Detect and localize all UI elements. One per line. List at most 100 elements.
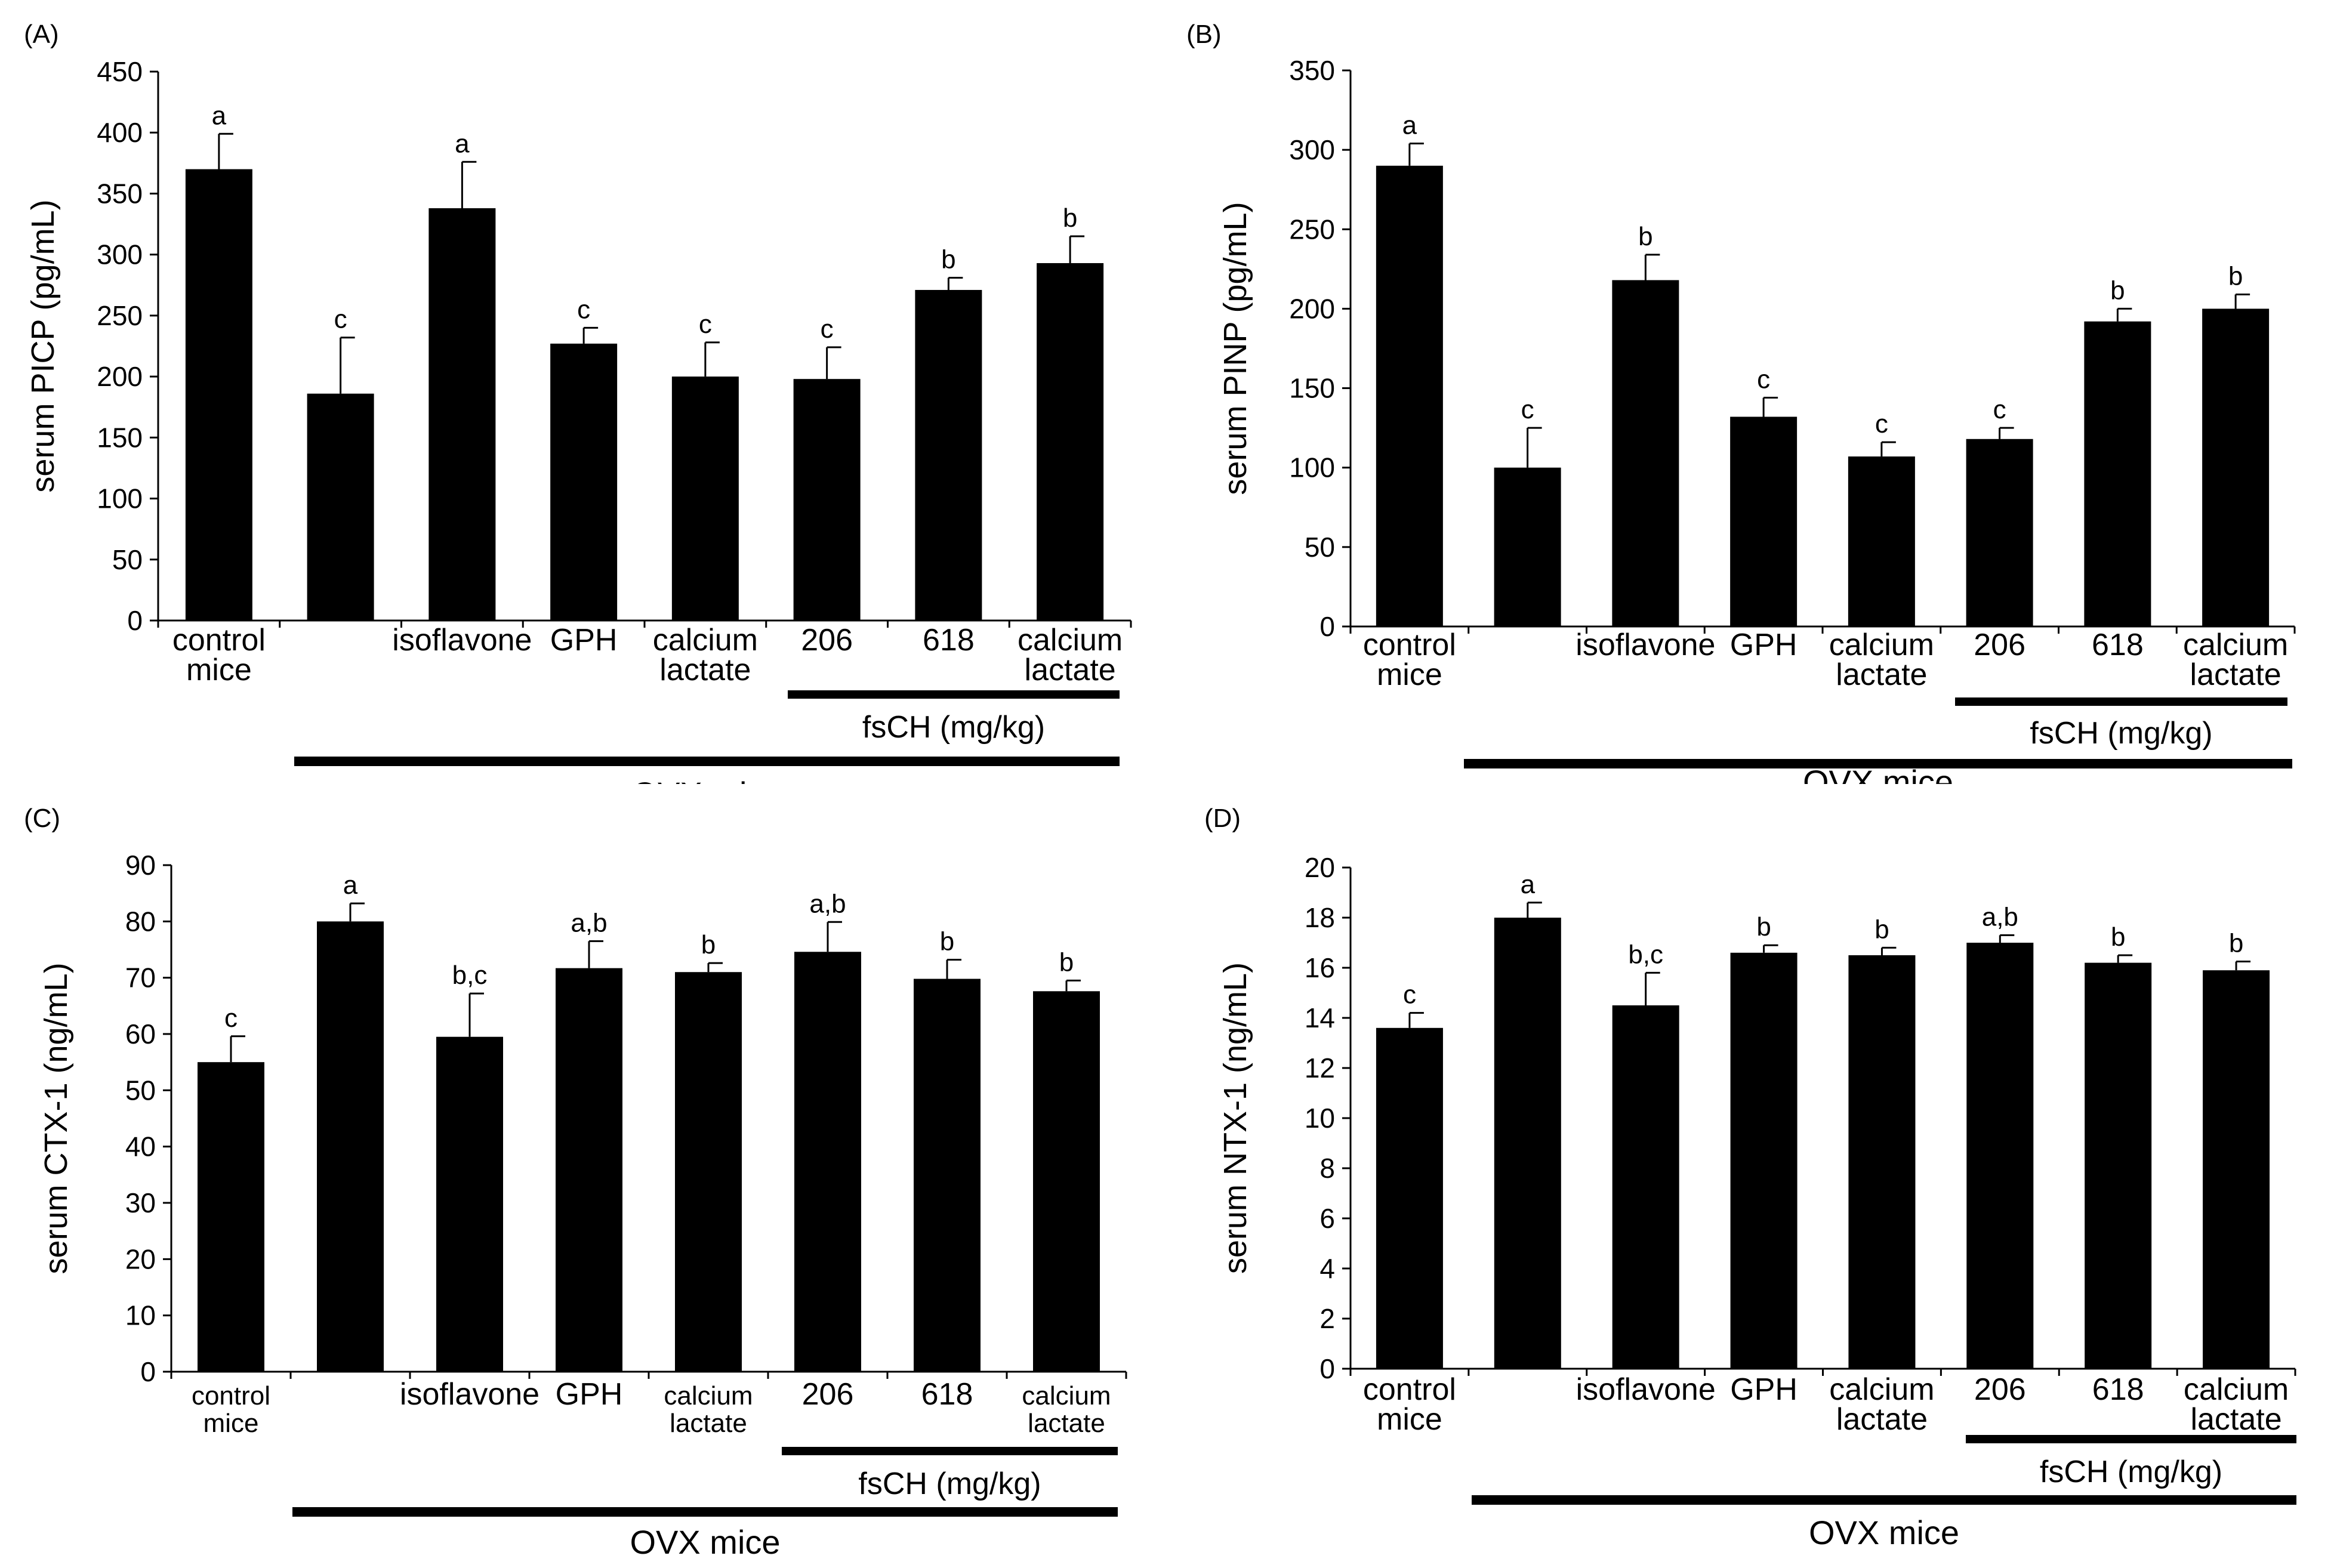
- bar: [1730, 952, 1798, 1369]
- y-tick-label: 4: [1319, 1253, 1335, 1284]
- x-category-label-line: GPH: [1730, 628, 1798, 662]
- significance-label: a: [1521, 870, 1536, 899]
- x-category-label: GPH: [550, 623, 618, 658]
- x-category-label: 618: [2092, 1372, 2144, 1407]
- bar: [1037, 263, 1104, 621]
- significance-label: b: [1059, 947, 1074, 977]
- x-category-label-line: 618: [2092, 1372, 2144, 1407]
- y-tick-label: 20: [125, 1243, 156, 1274]
- x-category-label: 618: [923, 623, 975, 658]
- y-tick-label: 100: [1289, 452, 1335, 483]
- bar: [1612, 280, 1679, 626]
- x-category-label: calcium lactate: [664, 1381, 753, 1438]
- bar: [2085, 962, 2152, 1369]
- bar: [1730, 416, 1798, 626]
- y-tick-label: 200: [1289, 293, 1335, 324]
- x-category-label: control mice: [1363, 1372, 1456, 1437]
- bar: [2084, 321, 2151, 626]
- y-tick-label: 150: [97, 422, 143, 453]
- x-category-label: calcium lactate: [2184, 1372, 2289, 1437]
- significance-label: a: [1402, 110, 1417, 140]
- y-tick-label: 10: [1305, 1103, 1335, 1134]
- x-category-label: calcium lactate: [1022, 1381, 1111, 1438]
- ovx-group-label: OVX mice: [631, 775, 782, 784]
- bar: [428, 208, 496, 621]
- y-tick-label: 250: [1289, 214, 1335, 245]
- y-tick-label: 16: [1305, 952, 1335, 983]
- x-category-label-line: calcium: [1829, 628, 1934, 662]
- x-category-label-line: lactate: [2190, 1402, 2281, 1437]
- x-category-label-line: lactate: [1028, 1409, 1105, 1438]
- x-category-label-line: lactate: [2190, 658, 2281, 692]
- x-category-label: GPH: [1730, 1372, 1798, 1407]
- x-category-label: 206: [1974, 1372, 2026, 1407]
- bar: [793, 379, 861, 621]
- x-category-label: isoflavone: [400, 1377, 539, 1412]
- x-category-label: 618: [921, 1377, 973, 1412]
- x-category-label: control mice: [172, 623, 266, 687]
- bar: [675, 972, 742, 1372]
- bar: [1376, 165, 1443, 626]
- x-category-label: 206: [802, 1377, 854, 1412]
- ovx-group-label: OVX mice: [1803, 763, 1953, 784]
- y-tick-label: 20: [1305, 852, 1335, 883]
- x-category-label: calcium lactate: [2183, 628, 2288, 692]
- x-category-label-line: calcium: [653, 623, 758, 658]
- x-category-label: control mice: [1363, 628, 1456, 692]
- significance-label: c: [577, 295, 590, 324]
- y-tick-label: 150: [1289, 373, 1335, 404]
- bar: [317, 921, 384, 1372]
- y-tick-label: 300: [97, 239, 143, 270]
- dose-group-line: [782, 1447, 1118, 1455]
- significance-label: b,c: [1628, 940, 1663, 969]
- dose-group-label: fsCH (mg/kg): [2040, 1455, 2222, 1489]
- y-tick-label: 0: [140, 1356, 156, 1387]
- x-category-label-line: GPH: [1730, 1372, 1798, 1407]
- x-category-label: calcium lactate: [653, 623, 758, 687]
- y-tick-label: 300: [1289, 134, 1335, 165]
- y-tick-label: 0: [1319, 1353, 1335, 1384]
- x-category-label-line: isoflavone: [392, 623, 532, 658]
- y-tick-label: 50: [112, 544, 143, 575]
- significance-label: b: [2228, 261, 2243, 291]
- bar: [550, 343, 618, 621]
- significance-label: a,b: [1982, 902, 2018, 931]
- y-tick-label: 350: [97, 178, 143, 209]
- x-category-label-line: isoflavone: [400, 1377, 539, 1412]
- bar: [1966, 943, 2034, 1369]
- chart-panel-b: (B) 0 50 100 150 200 250 300 350 serum PINP (pg/m…: [1186, 20, 2296, 784]
- significance-label: c: [821, 314, 834, 344]
- significance-label: b: [1874, 915, 1889, 944]
- significance-label: b: [1638, 222, 1652, 251]
- dose-group-line: [1955, 697, 2287, 706]
- bar: [1848, 456, 1915, 626]
- x-category-label: isoflavone: [392, 623, 532, 658]
- y-tick-label: 10: [125, 1300, 156, 1331]
- ovx-group-label: OVX mice: [630, 1523, 780, 1561]
- x-category-label-line: control: [172, 623, 266, 658]
- y-tick-label: 90: [125, 850, 156, 881]
- x-category-label: calcium lactate: [1829, 628, 1934, 692]
- significance-label: c: [334, 305, 347, 334]
- significance-label: a: [455, 129, 470, 158]
- x-category-label-line: control: [1363, 628, 1456, 662]
- x-category-label-line: calcium: [1829, 1372, 1934, 1407]
- y-tick-label: 70: [125, 962, 156, 993]
- panel-label: (B): [1186, 20, 1222, 49]
- significance-label: c: [699, 310, 712, 339]
- y-tick-label: 0: [1319, 611, 1335, 642]
- y-tick-label: 2: [1319, 1303, 1335, 1334]
- x-category-label-line: control: [192, 1381, 270, 1410]
- x-category-label: GPH: [1730, 628, 1798, 662]
- y-tick-label: 450: [97, 56, 143, 87]
- x-category-label-line: 206: [801, 623, 853, 658]
- x-category-label-line: mice: [204, 1409, 259, 1438]
- x-category-label: calcium lactate: [1018, 623, 1123, 687]
- x-category-label-line: calcium: [2184, 1372, 2289, 1407]
- y-axis-title: serum PICP (pg/mL): [25, 199, 61, 492]
- x-category-label-line: mice: [1377, 1402, 1442, 1437]
- bar: [671, 376, 739, 621]
- x-category-label-line: mice: [186, 653, 252, 687]
- significance-label: b: [1063, 203, 1077, 233]
